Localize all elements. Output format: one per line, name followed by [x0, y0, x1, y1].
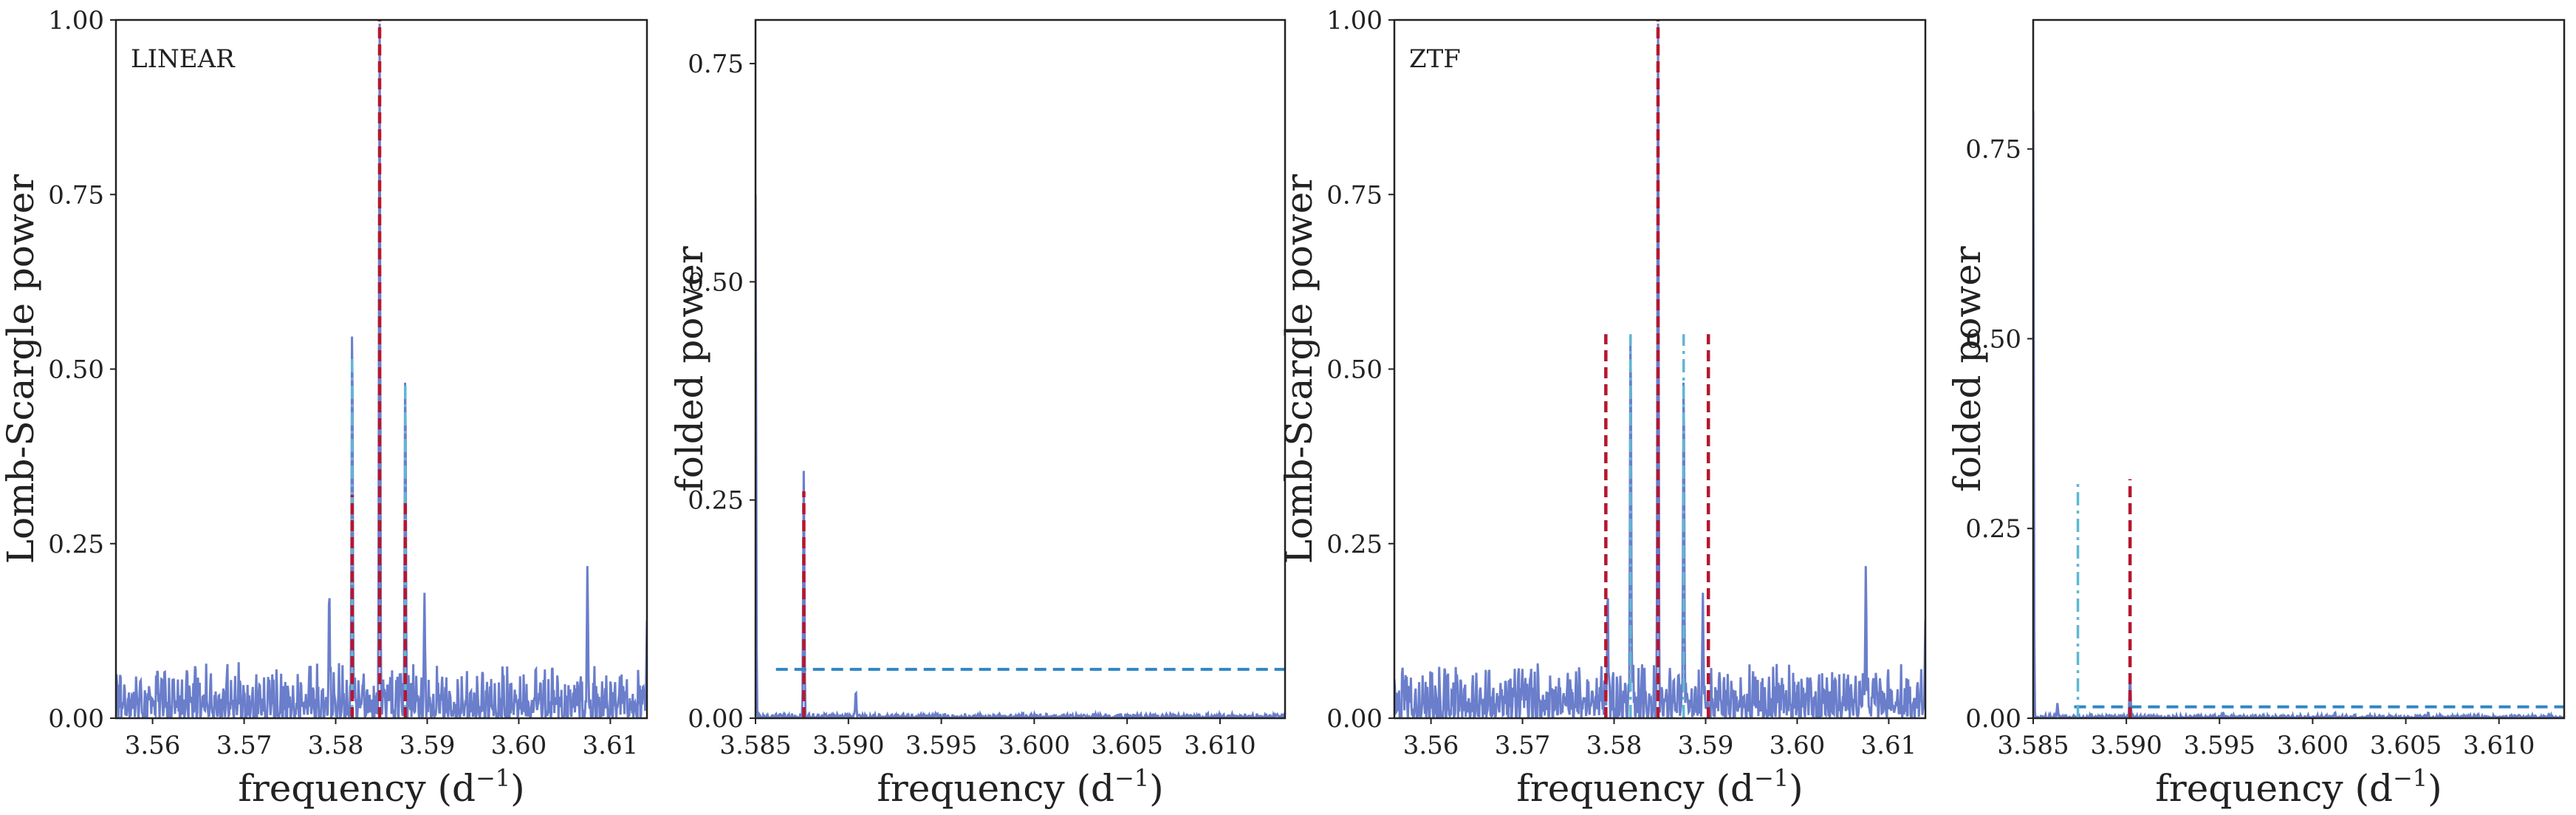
x-axis-label: frequency (d−1) [238, 764, 524, 810]
y-axis-label: Lomb-Scargle power [1278, 174, 1320, 565]
x-axis-label: frequency (d−1) [2155, 764, 2442, 810]
y-tick-label: 0.25 [1965, 514, 2021, 544]
panel-2: 3.585 3.590 3.595 3.600 3.605 3.610 0.00 0.25 0.… [668, 18, 1287, 810]
power-series-line [2033, 111, 2564, 718]
y-tick-label: 0.75 [1965, 135, 2021, 165]
y-tick-label: 0.50 [48, 355, 104, 385]
x-tick-label: 3.58 [308, 731, 364, 760]
plot-frame [2032, 18, 2566, 720]
panel-tag: ZTF [1409, 44, 1461, 74]
x-tick-label: 3.61 [1861, 731, 1917, 760]
y-tick-label: 0.75 [1326, 180, 1383, 210]
x-tick-label: 3.595 [2184, 731, 2255, 760]
y-tick-label: 0.00 [1965, 704, 2021, 734]
power-series-line [116, 23, 647, 718]
y-tick-label: 1.00 [1326, 6, 1383, 35]
y-tick-label: 0.00 [48, 704, 104, 734]
x-tick-label: 3.600 [998, 731, 1070, 760]
x-tick-label: 3.56 [125, 731, 181, 760]
y-axis-label: folded power [668, 246, 711, 492]
x-tick-label: 3.56 [1403, 731, 1459, 760]
y-tick-label: 0.75 [48, 180, 104, 210]
y-tick-label: 0.50 [1965, 324, 2021, 354]
panel-1: 3.56 3.57 3.58 3.59 3.60 3.61 0.00 0.25 0.50 0.75… [0, 6, 648, 810]
y-tick-label: 0.25 [48, 530, 104, 559]
x-tick-label: 3.57 [216, 731, 273, 760]
panel-3: 3.56 3.57 3.58 3.59 3.60 3.61 0.00 0.25 0.50 0.75… [1278, 6, 1927, 810]
x-tick-label: 3.57 [1495, 731, 1551, 760]
x-tick-label: 3.605 [2370, 731, 2442, 760]
plot-frame [754, 18, 1287, 720]
power-series-line [1394, 23, 1925, 718]
x-axis-label: frequency (d−1) [1516, 764, 1803, 810]
power-series-line [756, 194, 1285, 718]
panel-tag: LINEAR [131, 44, 236, 74]
x-tick-label: 3.585 [1997, 731, 2069, 760]
x-axis-label: frequency (d−1) [877, 764, 1163, 810]
y-axis-label: Lomb-Scargle power [0, 174, 42, 565]
x-tick-label: 3.590 [2090, 731, 2162, 760]
y-tick-label: 0.00 [688, 704, 744, 734]
x-tick-label: 3.585 [719, 731, 791, 760]
x-tick-label: 3.590 [812, 731, 884, 760]
y-tick-label: 0.25 [688, 486, 744, 516]
x-tick-label: 3.595 [905, 731, 977, 760]
x-tick-label: 3.58 [1586, 731, 1642, 760]
y-tick-label: 1.00 [48, 6, 104, 35]
x-tick-label: 3.61 [583, 731, 639, 760]
x-tick-label: 3.59 [400, 731, 456, 760]
x-tick-label: 3.610 [2463, 731, 2535, 760]
y-tick-label: 0.50 [1326, 355, 1383, 385]
x-tick-label: 3.600 [2277, 731, 2349, 760]
x-tick-label: 3.59 [1678, 731, 1734, 760]
x-tick-label: 3.60 [1770, 731, 1826, 760]
y-axis-label: folded power [1946, 246, 1989, 492]
x-tick-label: 3.60 [491, 731, 547, 760]
x-tick-label: 3.605 [1091, 731, 1162, 760]
y-tick-label: 0.00 [1326, 704, 1383, 734]
x-tick-label: 3.610 [1184, 731, 1256, 760]
y-tick-label: 0.25 [1326, 530, 1383, 559]
y-tick-label: 0.75 [688, 50, 744, 79]
y-tick-label: 0.50 [688, 267, 744, 297]
panel-4: 3.585 3.590 3.595 3.600 3.605 3.610 0.00 0.25 0.… [1946, 18, 2566, 810]
